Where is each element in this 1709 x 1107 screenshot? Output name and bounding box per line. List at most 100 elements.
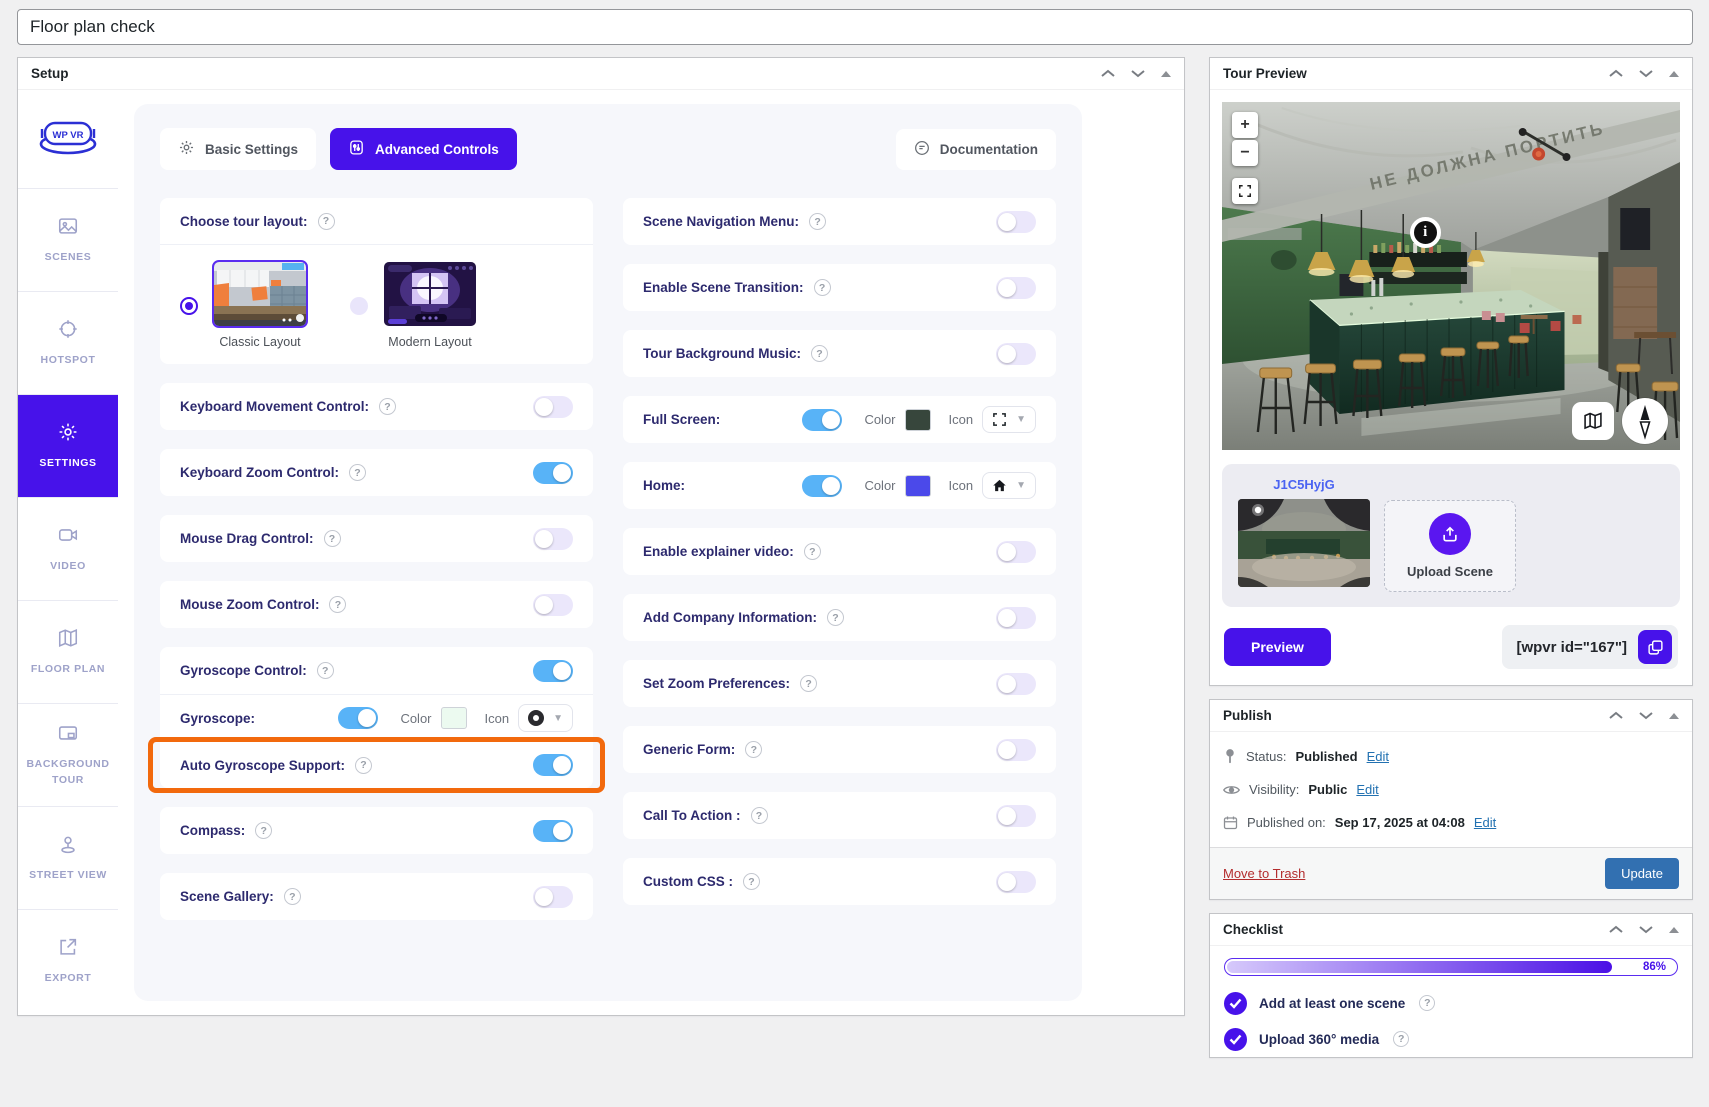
company-information-toggle[interactable] <box>996 606 1036 629</box>
help-icon[interactable] <box>349 464 366 481</box>
sidebar-item-settings[interactable]: SETTINGS <box>18 394 118 497</box>
explainer-video-toggle[interactable] <box>996 540 1036 563</box>
sidebar-item-hotspot[interactable]: HOTSPOT <box>18 291 118 394</box>
scene-transition-toggle[interactable] <box>996 276 1036 299</box>
keyboard-movement-toggle[interactable] <box>533 395 573 418</box>
full-screen-toggle[interactable] <box>802 408 843 431</box>
move-down-icon[interactable] <box>1639 925 1653 934</box>
help-icon[interactable] <box>809 213 827 230</box>
move-up-icon[interactable] <box>1101 69 1115 78</box>
tour-title-input[interactable] <box>17 9 1693 45</box>
full-screen-icon-dropdown[interactable]: ▼ <box>982 406 1036 433</box>
sidebar-item-street-view[interactable]: STREET VIEW <box>18 806 118 909</box>
collapse-icon[interactable] <box>1669 926 1679 933</box>
setting-row-generic-form: Generic Form: <box>623 726 1056 773</box>
setting-row-keyboard-zoom: Keyboard Zoom Control: <box>160 449 593 496</box>
home-color-swatch[interactable] <box>904 474 931 497</box>
help-icon[interactable] <box>743 873 761 890</box>
mouse-drag-toggle[interactable] <box>533 527 573 550</box>
home-toggle[interactable] <box>802 474 843 497</box>
zoom-in-button[interactable]: + <box>1232 112 1258 138</box>
help-icon[interactable] <box>255 822 273 839</box>
help-icon[interactable] <box>750 807 768 824</box>
collapse-icon[interactable] <box>1669 712 1679 719</box>
gyroscope-color-swatch[interactable] <box>440 707 467 729</box>
gyroscope-icon-dropdown[interactable]: ▼ <box>518 704 573 732</box>
compass-control[interactable] <box>1622 398 1668 444</box>
update-button[interactable]: Update <box>1605 858 1679 889</box>
move-up-icon[interactable] <box>1609 69 1623 78</box>
help-icon[interactable] <box>329 596 347 613</box>
layout-option-modern[interactable]: Modern Layout <box>350 262 476 349</box>
help-icon[interactable] <box>323 530 341 547</box>
tour-360-viewer[interactable]: НЕ ДОЛЖНА ПОРТИТЬ <box>1222 102 1680 450</box>
help-icon[interactable] <box>803 543 821 560</box>
call-to-action-toggle[interactable] <box>996 804 1036 827</box>
keyboard-zoom-toggle[interactable] <box>533 461 573 484</box>
layout-option-classic[interactable]: Classic Layout <box>180 260 308 349</box>
zoom-preferences-toggle[interactable] <box>996 672 1036 695</box>
help-icon[interactable] <box>813 279 831 296</box>
gyroscope-control-toggle[interactable] <box>533 659 573 682</box>
sidebar-item-video[interactable]: VIDEO <box>18 497 118 600</box>
scene-navigation-toggle[interactable] <box>996 210 1036 233</box>
export-icon <box>57 936 79 963</box>
sidebar-item-background-tour[interactable]: BACKGROUND TOUR <box>18 703 118 806</box>
help-icon[interactable] <box>317 212 335 230</box>
info-hotspot[interactable]: i <box>1409 216 1441 248</box>
tab-advanced-controls[interactable]: Advanced Controls <box>330 128 517 170</box>
edit-status-link[interactable]: Edit <box>1366 748 1389 764</box>
viewer-fullscreen-button[interactable] <box>1232 178 1258 204</box>
help-icon[interactable] <box>827 609 844 626</box>
help-icon[interactable] <box>283 888 301 905</box>
mouse-zoom-toggle[interactable] <box>533 593 573 616</box>
help-icon[interactable] <box>379 398 397 415</box>
scene-thumbnail[interactable] <box>1238 499 1370 587</box>
help-icon[interactable] <box>355 756 372 774</box>
full-screen-color-swatch[interactable] <box>904 408 931 431</box>
preview-button[interactable]: Preview <box>1224 628 1331 666</box>
floor-plan-button[interactable] <box>1572 402 1614 440</box>
checkmark-circle[interactable] <box>1224 991 1247 1015</box>
home-icon-dropdown[interactable]: ▼ <box>982 472 1036 499</box>
help-icon[interactable] <box>811 345 829 362</box>
collapse-icon[interactable] <box>1161 70 1171 77</box>
radio-classic-layout[interactable] <box>180 296 198 315</box>
custom-css-toggle[interactable] <box>996 870 1036 893</box>
auto-gyroscope-toggle[interactable] <box>533 754 573 776</box>
background-music-toggle[interactable] <box>996 342 1036 365</box>
generic-form-toggle[interactable] <box>996 738 1036 761</box>
move-down-icon[interactable] <box>1131 69 1145 78</box>
help-icon[interactable] <box>1393 1031 1410 1047</box>
help-icon[interactable] <box>316 662 334 679</box>
documentation-button[interactable]: Documentation <box>895 128 1056 170</box>
move-down-icon[interactable] <box>1639 711 1653 720</box>
upload-scene-dropzone[interactable]: Upload Scene <box>1384 500 1516 592</box>
move-up-icon[interactable] <box>1609 925 1623 934</box>
move-down-icon[interactable] <box>1639 69 1653 78</box>
radio-modern-layout[interactable] <box>350 296 368 315</box>
checkmark-circle[interactable] <box>1224 1027 1247 1051</box>
tab-basic-settings[interactable]: Basic Settings <box>160 128 317 170</box>
edit-visibility-link[interactable]: Edit <box>1356 782 1379 797</box>
zoom-out-button[interactable]: − <box>1232 140 1258 166</box>
scene-gallery-toggle[interactable] <box>533 885 573 908</box>
sidebar-item-floor-plan[interactable]: FLOOR PLAN <box>18 600 118 703</box>
tour-preview-title: Tour Preview <box>1223 66 1307 81</box>
scene-id-link[interactable]: J1C5HyjG <box>1273 477 1335 492</box>
help-icon[interactable] <box>1419 995 1436 1011</box>
classic-layout-thumbnail[interactable] <box>212 260 308 328</box>
move-to-trash-link[interactable]: Move to Trash <box>1223 866 1306 881</box>
help-icon[interactable] <box>745 741 763 758</box>
edit-date-link[interactable]: Edit <box>1473 815 1497 830</box>
modern-layout-thumbnail[interactable] <box>384 262 476 326</box>
collapse-icon[interactable] <box>1669 70 1679 77</box>
copy-shortcode-button[interactable] <box>1638 630 1672 664</box>
sidebar-item-scenes[interactable]: SCENES <box>18 188 118 291</box>
gyroscope-toggle[interactable] <box>338 707 379 729</box>
checklist-item-add-scene: Add at least one scene <box>1224 985 1678 1021</box>
compass-toggle[interactable] <box>533 819 573 842</box>
help-icon[interactable] <box>800 675 818 692</box>
sidebar-item-export[interactable]: EXPORT <box>18 909 118 1012</box>
move-up-icon[interactable] <box>1609 711 1623 720</box>
